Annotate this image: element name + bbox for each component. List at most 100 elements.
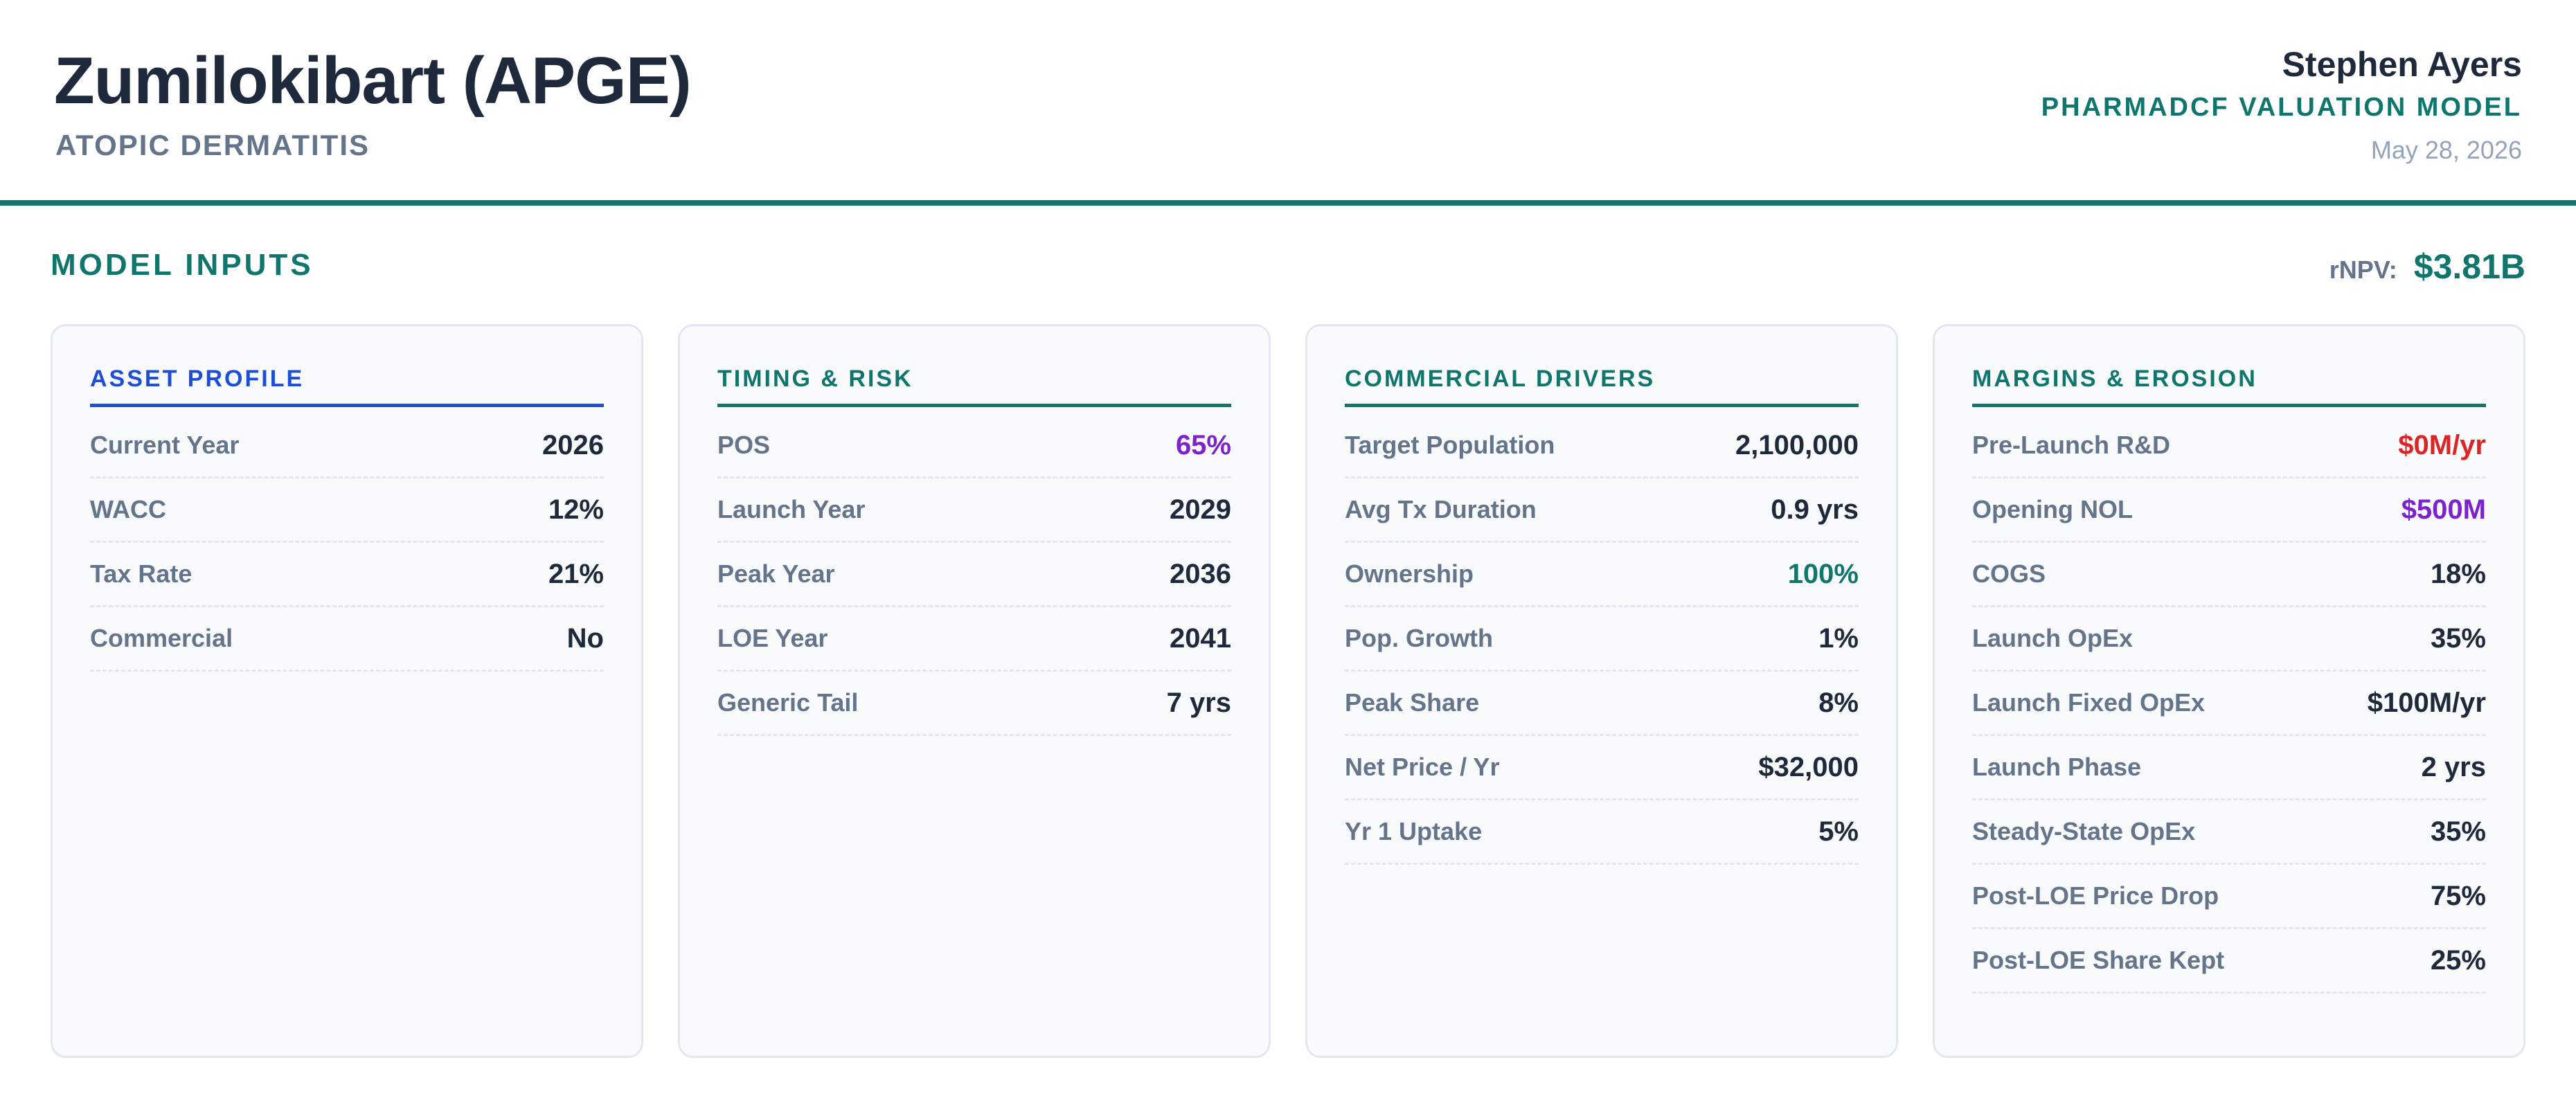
card-title-rule (717, 404, 1231, 407)
input-row: LOE Year 2041 (717, 607, 1231, 672)
card-title: TIMING & RISK (717, 366, 913, 392)
input-label: Ownership (1345, 559, 1474, 588)
input-row: Target Population 2,100,000 (1345, 414, 1859, 478)
input-row: WACC 12% (90, 478, 604, 543)
input-label: Pop. Growth (1345, 624, 1493, 652)
input-label: Commercial (90, 624, 233, 652)
input-value: $100M/yr (2367, 687, 2486, 718)
input-label: Launch Year (717, 495, 866, 523)
input-value: 12% (548, 494, 604, 525)
input-row: Launch OpEx 35% (1972, 607, 2486, 672)
input-label: LOE Year (717, 624, 828, 652)
input-value: 1% (1818, 622, 1859, 654)
input-label: Current Year (90, 431, 240, 459)
report-header: Zumilokibart (APGE) ATOPIC DERMATITIS St… (0, 0, 2576, 201)
input-label: Launch Fixed OpEx (1972, 688, 2206, 717)
input-value: 18% (2430, 558, 2486, 589)
input-row: Opening NOL $500M (1972, 478, 2486, 543)
input-value: $32,000 (1758, 751, 1859, 782)
report-date: May 28, 2026 (2370, 136, 2522, 164)
input-row: Peak Year 2036 (717, 543, 1231, 607)
card-body: COMMERCIAL DRIVERS Target Population 2,100… (1345, 365, 1859, 865)
input-label: POS (717, 431, 771, 459)
model-name: PHARMADCF VALUATION MODEL (2041, 93, 2522, 122)
input-row: Post-LOE Share Kept 25% (1972, 929, 2486, 994)
card-title: MARGINS & EROSION (1972, 366, 2257, 392)
input-label: Peak Share (1345, 688, 1480, 717)
input-row: COGS 18% (1972, 543, 2486, 607)
card-body: ASSET PROFILE Current Year 2026 WACC 12% Tax … (90, 365, 604, 672)
input-value: 2041 (1170, 622, 1231, 654)
input-label: Post-LOE Share Kept (1972, 946, 2225, 974)
input-value: 25% (2430, 944, 2486, 976)
input-label: WACC (90, 495, 166, 523)
card-title: ASSET PROFILE (90, 366, 305, 392)
input-row: Yr 1 Uptake 5% (1345, 800, 1859, 865)
input-value: 2 yrs (2421, 751, 2486, 782)
input-row: POS 65% (717, 414, 1231, 478)
input-row: Launch Phase 2 yrs (1972, 736, 2486, 800)
input-label: Pre-Launch R&D (1972, 431, 2171, 459)
input-label: Net Price / Yr (1345, 753, 1500, 781)
card-title-rule (1345, 404, 1859, 407)
input-row: Net Price / Yr $32,000 (1345, 736, 1859, 800)
input-value: 100% (1787, 558, 1859, 589)
input-value: $500M (2401, 494, 2486, 525)
input-label: Launch OpEx (1972, 624, 2134, 652)
input-row: Peak Share 8% (1345, 672, 1859, 736)
input-label: Avg Tx Duration (1345, 495, 1537, 523)
input-row: Avg Tx Duration 0.9 yrs (1345, 478, 1859, 543)
input-value: No (566, 622, 604, 654)
input-row: Current Year 2026 (90, 414, 604, 478)
input-label: Steady-State OpEx (1972, 817, 2196, 845)
input-value: 8% (1818, 687, 1859, 718)
input-value: 65% (1175, 429, 1231, 460)
card-body: MARGINS & EROSION Pre-Launch R&D $0M/yr Ope… (1972, 365, 2486, 994)
input-value: 21% (548, 558, 604, 589)
input-value: 2,100,000 (1735, 429, 1859, 460)
input-row: Steady-State OpEx 35% (1972, 800, 2486, 865)
section-title: MODEL INPUTS (51, 248, 314, 282)
card-title-rule (1972, 404, 2486, 407)
input-value: 75% (2430, 880, 2486, 911)
input-label: Launch Phase (1972, 753, 2142, 781)
asset-title: Zumilokibart (APGE) (54, 44, 692, 118)
input-value: 2029 (1170, 494, 1231, 525)
input-label: Opening NOL (1972, 495, 2133, 523)
rnpv-summary: rNPV: $3.81B (2329, 246, 2525, 287)
card-asset-profile: ASSET PROFILE Current Year 2026 WACC 12% Tax … (51, 324, 643, 1058)
input-row: Post-LOE Price Drop 75% (1972, 865, 2486, 929)
input-value: 35% (2430, 622, 2486, 654)
card-margins-erosion: MARGINS & EROSION Pre-Launch R&D $0M/yr Ope… (1933, 324, 2525, 1058)
input-label: COGS (1972, 559, 2046, 588)
card-body: TIMING & RISK POS 65% Launch Year 2029 Peak Y… (717, 365, 1231, 736)
input-value: 2036 (1170, 558, 1231, 589)
input-row: Ownership 100% (1345, 543, 1859, 607)
card-commercial-drivers: COMMERCIAL DRIVERS Target Population 2,100… (1305, 324, 1898, 1058)
input-value: 5% (1818, 816, 1859, 847)
author-name: Stephen Ayers (2282, 45, 2522, 84)
input-row: Commercial No (90, 607, 604, 672)
input-label: Post-LOE Price Drop (1972, 881, 2219, 910)
input-row: Launch Year 2029 (717, 478, 1231, 543)
indication-subtitle: ATOPIC DERMATITIS (55, 129, 370, 161)
input-value: 7 yrs (1166, 687, 1231, 718)
input-value: 0.9 yrs (1771, 494, 1859, 525)
rnpv-value: $3.81B (2413, 247, 2525, 286)
input-label: Target Population (1345, 431, 1555, 459)
card-timing-risk: TIMING & RISK POS 65% Launch Year 2029 Peak Y… (678, 324, 1271, 1058)
rnpv-label: rNPV: (2329, 255, 2397, 284)
input-label: Tax Rate (90, 559, 193, 588)
header-divider (0, 200, 2576, 206)
input-label: Yr 1 Uptake (1345, 817, 1483, 845)
input-row: Pop. Growth 1% (1345, 607, 1859, 672)
input-value: 2026 (542, 429, 604, 460)
input-row: Pre-Launch R&D $0M/yr (1972, 414, 2486, 478)
input-label: Generic Tail (717, 688, 859, 717)
input-row: Launch Fixed OpEx $100M/yr (1972, 672, 2486, 736)
input-value: 35% (2430, 816, 2486, 847)
card-title-rule (90, 404, 604, 407)
input-row: Generic Tail 7 yrs (717, 672, 1231, 736)
input-value: $0M/yr (2398, 429, 2486, 460)
card-title: COMMERCIAL DRIVERS (1345, 366, 1656, 392)
